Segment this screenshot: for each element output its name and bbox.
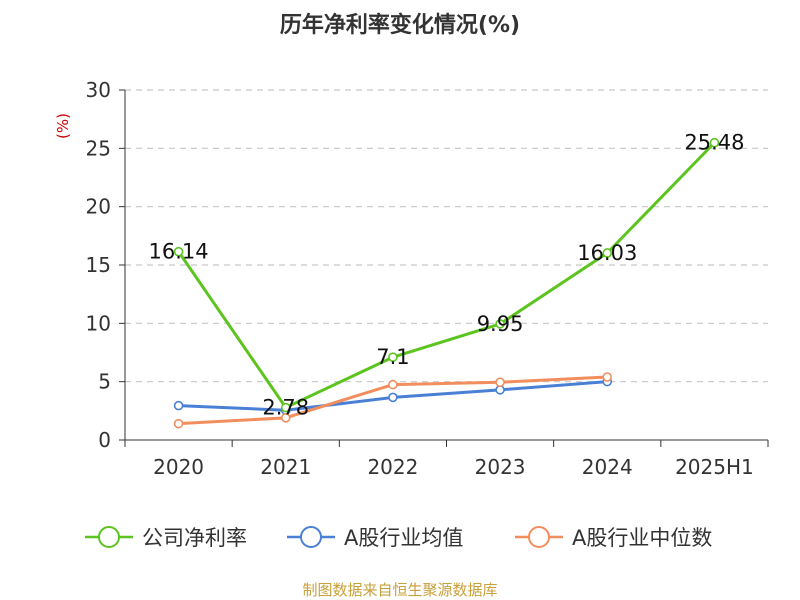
legend-marker <box>300 526 322 548</box>
data-label: 16.14 <box>149 240 209 264</box>
y-tick-label: 10 <box>86 311 111 335</box>
data-point <box>173 418 184 429</box>
data-point <box>709 137 720 148</box>
y-tick-label: 15 <box>86 253 111 277</box>
y-tick-label: 5 <box>98 370 111 394</box>
y-tick-label: 20 <box>86 195 111 219</box>
data-label: 16.03 <box>577 241 637 265</box>
axes: 0 5 10 15 20 25 30 2020 2021 2022 2023 2024 2025H1 <box>86 78 769 479</box>
x-tick-label: 2022 <box>367 455 418 479</box>
data-label: 9.95 <box>477 312 524 336</box>
y-axis-unit-label: (%) <box>54 113 72 139</box>
legend-label: 公司净利率 <box>142 526 247 550</box>
data-label: 7.1 <box>376 345 409 369</box>
legend-item: A股行业均值 <box>287 526 463 550</box>
data-point <box>280 402 291 413</box>
data-point <box>602 372 613 382</box>
data-label: 25.48 <box>684 131 744 155</box>
x-tick-label: 2023 <box>475 455 526 479</box>
y-tick-label: 0 <box>98 428 111 452</box>
legend-label: A股行业中位数 <box>572 526 712 550</box>
series-0 <box>173 137 720 413</box>
legend: 公司净利率 A股行业均值 A股行业中位数 <box>85 526 712 550</box>
y-tick-label: 25 <box>86 136 111 160</box>
data-point <box>388 379 398 390</box>
legend-item: 公司净利率 <box>85 526 247 550</box>
data-point <box>388 392 398 403</box>
data-point <box>173 246 184 257</box>
data-point <box>173 400 184 411</box>
series-2 <box>173 372 613 429</box>
data-point <box>602 248 613 258</box>
data-point <box>495 377 505 388</box>
legend-marker <box>528 526 550 548</box>
legend-item: A股行业中位数 <box>515 526 712 550</box>
data-point <box>495 319 505 329</box>
gridlines <box>125 89 768 383</box>
x-tick-label: 2025H1 <box>675 455 754 479</box>
chart-title: 历年净利率变化情况(%) <box>280 12 520 38</box>
legend-label: A股行业均值 <box>344 526 463 550</box>
x-tick-label: 2024 <box>582 455 633 479</box>
data-labels: 16.14 2.78 7.1 9.95 16.03 25.48 <box>149 131 745 420</box>
data-point <box>280 413 291 423</box>
data-point <box>388 352 398 362</box>
source-footnote: 制图数据来自恒生聚源数据库 <box>302 581 497 599</box>
data-label: 2.78 <box>262 396 309 420</box>
series-lines <box>173 137 720 429</box>
series-line <box>177 141 716 410</box>
y-tick-label: 30 <box>86 78 111 102</box>
legend-marker <box>98 526 120 548</box>
x-tick-label: 2020 <box>153 455 204 479</box>
x-tick-label: 2021 <box>260 455 311 479</box>
